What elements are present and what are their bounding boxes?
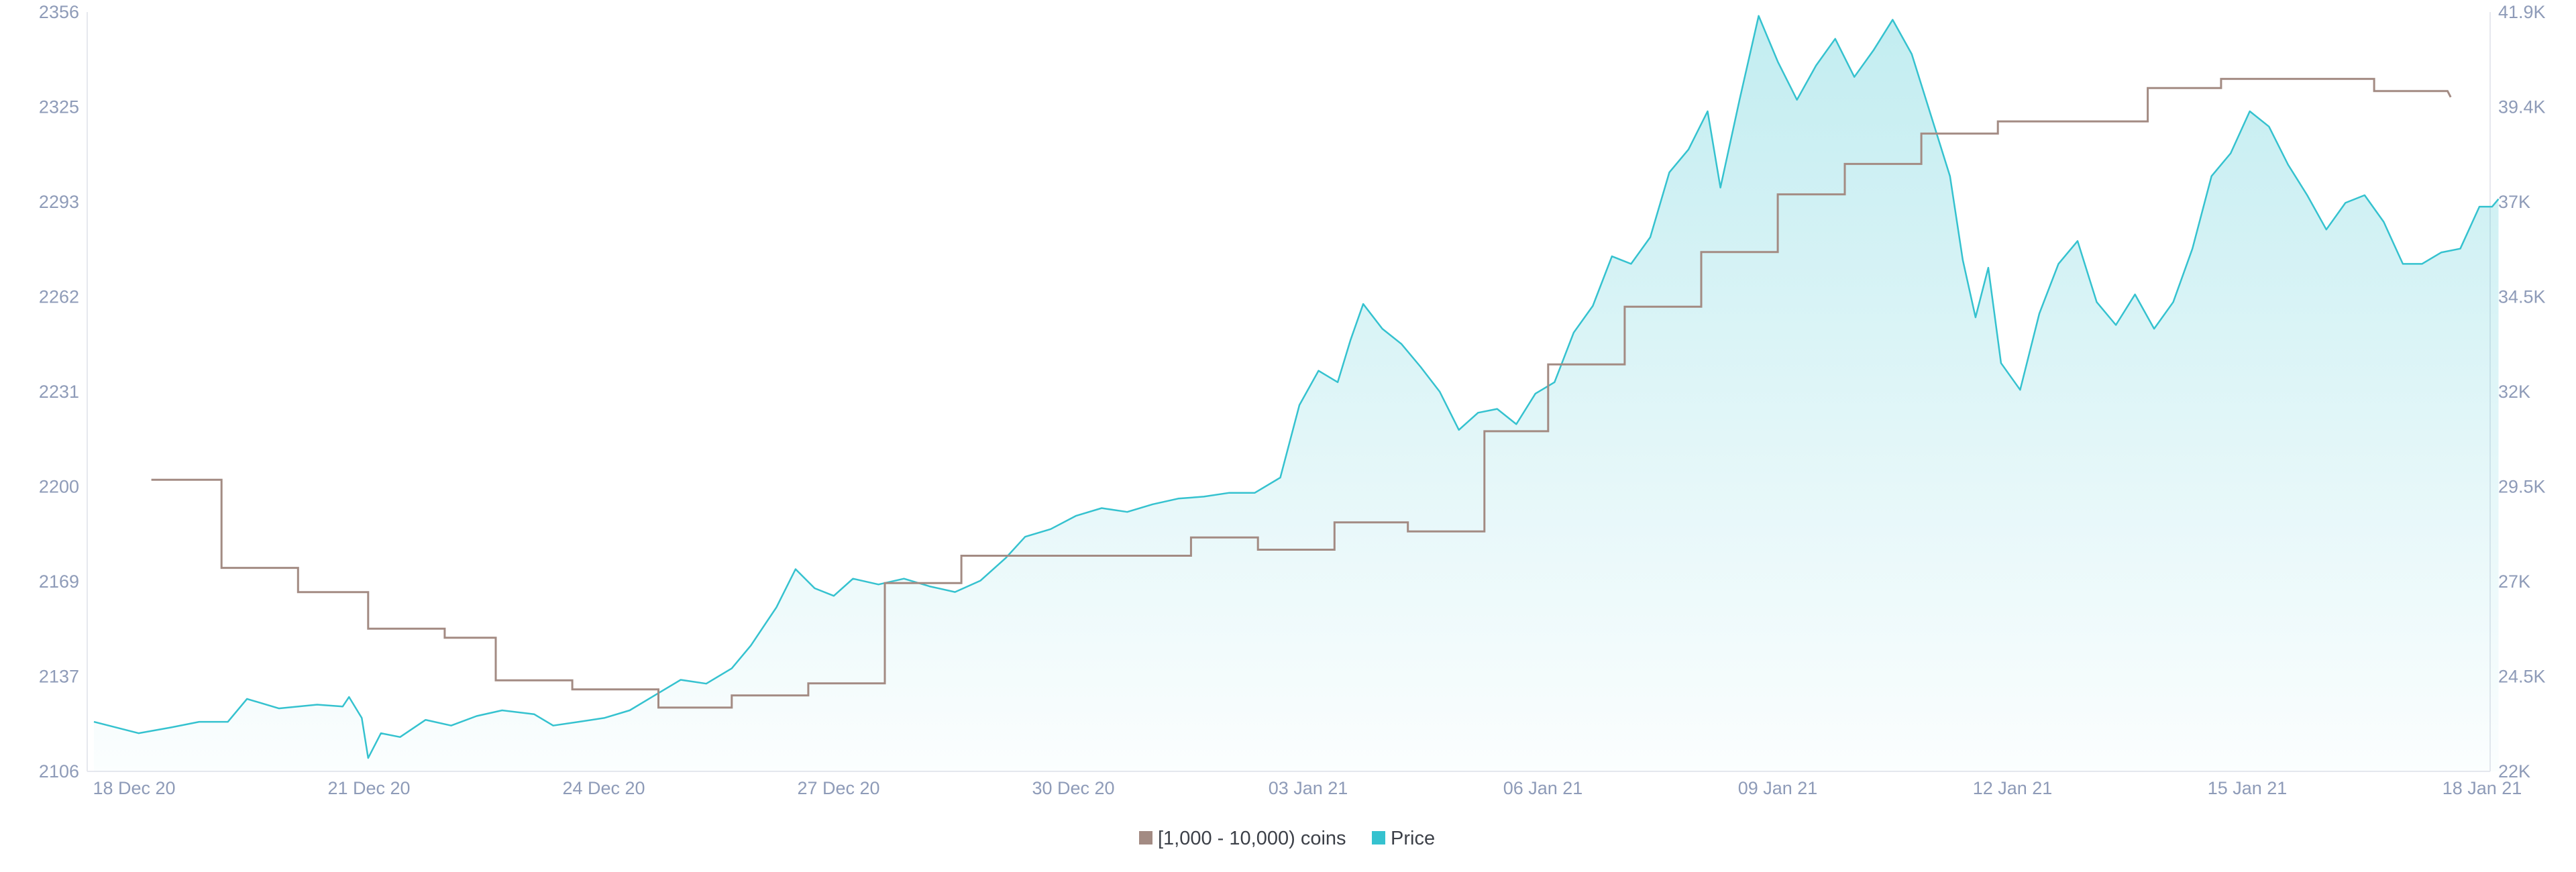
y-right-tick-label: 32K	[2498, 382, 2530, 402]
x-tick-label: 03 Jan 21	[1269, 778, 1348, 798]
y-right-tick-label: 22K	[2498, 761, 2530, 781]
y-right-tick-label: 37K	[2498, 192, 2530, 212]
legend-swatch-coins	[1139, 831, 1152, 844]
x-tick-label: 18 Jan 21	[2443, 778, 2522, 798]
series-layer	[93, 15, 2500, 772]
x-tick-label: 06 Jan 21	[1503, 778, 1583, 798]
y-left-tick-label: 2200	[39, 477, 79, 497]
y-right-tick-label: 29.5K	[2498, 477, 2546, 497]
y-right-tick-label: 27K	[2498, 571, 2530, 592]
coins-step-line	[151, 78, 2452, 709]
y-right-tick-label: 24.5K	[2498, 667, 2546, 687]
y-left-tick-label: 2231	[39, 382, 79, 402]
y-right-tick-label: 34.5K	[2498, 287, 2546, 307]
legend-item-coins[interactable]: [1,000 - 10,000) coins	[1139, 828, 1346, 849]
y-right-tick-label: 39.4K	[2498, 97, 2546, 117]
y-left-tick-label: 2356	[39, 2, 79, 22]
y-left-tick-label: 2293	[39, 192, 79, 212]
price-line	[93, 15, 2500, 759]
x-tick-label: 27 Dec 20	[797, 778, 879, 798]
x-tick-label: 24 Dec 20	[562, 778, 645, 798]
x-tick-label: 15 Jan 21	[2208, 778, 2288, 798]
legend-label-price: Price	[1391, 828, 1435, 849]
price-area	[94, 15, 2499, 772]
x-tick-label: 30 Dec 20	[1032, 778, 1114, 798]
x-tick-label: 18 Dec 20	[93, 778, 175, 798]
y-right-tick-labels: 22K 24.5K 27K 29.5K 32K 34.5K 37K 39.4K 41.9K	[2498, 2, 2546, 781]
legend-item-price[interactable]: Price	[1372, 828, 1435, 849]
y-left-tick-label: 2106	[39, 761, 79, 781]
x-tick-label: 12 Jan 21	[1973, 778, 2053, 798]
x-tick-labels: 18 Dec 20 21 Dec 20 24 Dec 20 27 Dec 20 30 D…	[93, 778, 2522, 798]
legend-label-coins: [1,000 - 10,000) coins	[1158, 828, 1346, 849]
y-left-tick-label: 2137	[39, 667, 79, 687]
y-left-tick-label: 2169	[39, 571, 79, 592]
x-tick-label: 09 Jan 21	[1738, 778, 1818, 798]
y-left-tick-label: 2325	[39, 97, 79, 117]
legend: [1,000 - 10,000) coins Price	[1139, 828, 1435, 849]
legend-swatch-price	[1372, 831, 1385, 844]
y-left-tick-labels: 2106 2137 2169 2200 2231 2262 2293 2325 2356	[39, 2, 79, 781]
x-tick-label: 21 Dec 20	[327, 778, 410, 798]
y-right-tick-label: 41.9K	[2498, 2, 2546, 22]
y-left-tick-label: 2262	[39, 287, 79, 307]
